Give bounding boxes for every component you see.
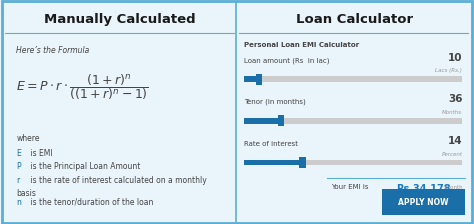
Text: Rs.34,178: Rs.34,178 (396, 184, 450, 194)
Bar (244, 76, 462, 82)
Text: is the Principal Loan Amount: is the Principal Loan Amount (27, 162, 140, 172)
Bar (300, 157, 306, 168)
Text: Months: Months (442, 110, 462, 115)
Text: basis: basis (16, 189, 36, 198)
Text: 10: 10 (448, 53, 462, 63)
Bar (244, 160, 462, 165)
Text: Rate of interest: Rate of interest (244, 140, 298, 146)
Text: n: n (16, 198, 21, 207)
Bar (244, 118, 283, 123)
Bar (244, 160, 305, 165)
Text: is EMI: is EMI (27, 149, 52, 158)
Text: $E = P \cdot r \cdot \dfrac{(1+r)^n}{((1+r)^n - 1)}$: $E = P \cdot r \cdot \dfrac{(1+r)^n}{((1… (16, 73, 149, 102)
Text: Here’s the Formula: Here’s the Formula (16, 46, 90, 55)
Text: Tenor (in months): Tenor (in months) (244, 99, 306, 105)
Text: E: E (16, 149, 21, 158)
Text: APPLY NOW: APPLY NOW (398, 198, 448, 207)
Text: where: where (16, 134, 40, 143)
Bar (244, 76, 262, 82)
Text: Manually Calculated: Manually Calculated (44, 13, 195, 26)
Text: 36: 36 (448, 95, 462, 104)
Text: / month: / month (441, 184, 462, 190)
Text: Lacs (Rs.): Lacs (Rs.) (436, 68, 462, 73)
Bar (382, 189, 465, 215)
Bar (244, 118, 462, 123)
Text: Your EMI is: Your EMI is (331, 184, 369, 190)
Text: Loan Calculator: Loan Calculator (296, 13, 413, 26)
Text: 14: 14 (448, 136, 462, 146)
Text: is the tenor/duration of the loan: is the tenor/duration of the loan (27, 198, 153, 207)
Bar (255, 73, 262, 84)
Text: Personal Loan EMI Calculator: Personal Loan EMI Calculator (244, 42, 359, 48)
Bar (278, 115, 284, 126)
Text: Loan amount (Rs  in lac): Loan amount (Rs in lac) (244, 57, 329, 64)
Text: r: r (16, 176, 19, 185)
Text: P: P (16, 162, 21, 172)
Text: is the rate of interest calculated on a monthly: is the rate of interest calculated on a … (27, 176, 207, 185)
Text: Percent: Percent (441, 151, 462, 157)
